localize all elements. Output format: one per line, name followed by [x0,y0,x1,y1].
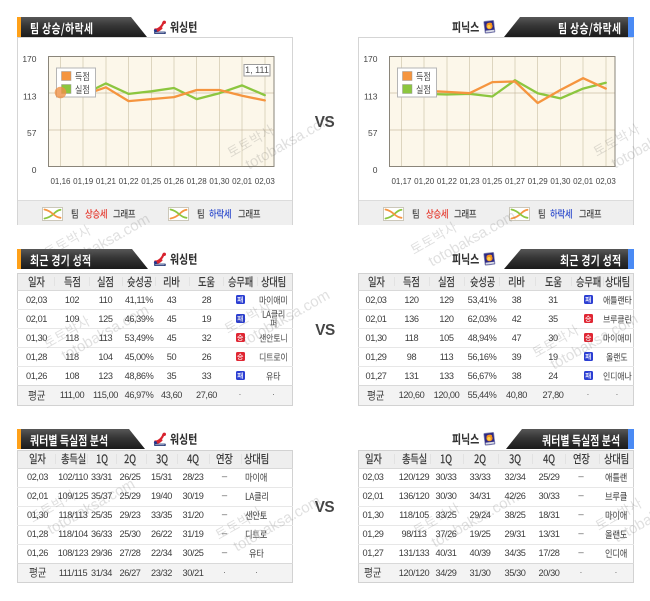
svg-text:0: 0 [373,165,378,175]
svg-text:01,27: 01,27 [505,177,526,186]
svg-text:01,25: 01,25 [482,177,503,186]
svg-text:01,22: 01,22 [437,177,458,186]
svg-text:01,30: 01,30 [550,177,571,186]
svg-text:02,01: 02,01 [232,177,253,186]
svg-text:113: 113 [23,91,37,101]
svg-text:0: 0 [32,165,37,175]
svg-text:02,01: 02,01 [573,177,594,186]
svg-text:01,22: 01,22 [119,177,140,186]
svg-text:01,28: 01,28 [187,177,208,186]
svg-text:01,29: 01,29 [528,177,549,186]
svg-text:57: 57 [368,128,378,138]
svg-text:01,19: 01,19 [73,177,94,186]
svg-text:57: 57 [27,128,37,138]
svg-text:01,17: 01,17 [391,177,412,186]
svg-text:01,23: 01,23 [460,177,481,186]
svg-text:02,03: 02,03 [255,177,276,186]
svg-text:01,20: 01,20 [414,177,435,186]
svg-text:170: 170 [22,54,36,64]
svg-text:01,26: 01,26 [164,177,185,186]
svg-text:01,25: 01,25 [141,177,162,186]
svg-text:01,21: 01,21 [96,177,117,186]
svg-text:01,16: 01,16 [50,177,71,186]
svg-text:1, 111: 1, 111 [245,65,269,75]
svg-text:170: 170 [363,54,377,64]
svg-text:113: 113 [364,91,378,101]
svg-text:02,03: 02,03 [596,177,617,186]
svg-text:01,30: 01,30 [209,177,230,186]
